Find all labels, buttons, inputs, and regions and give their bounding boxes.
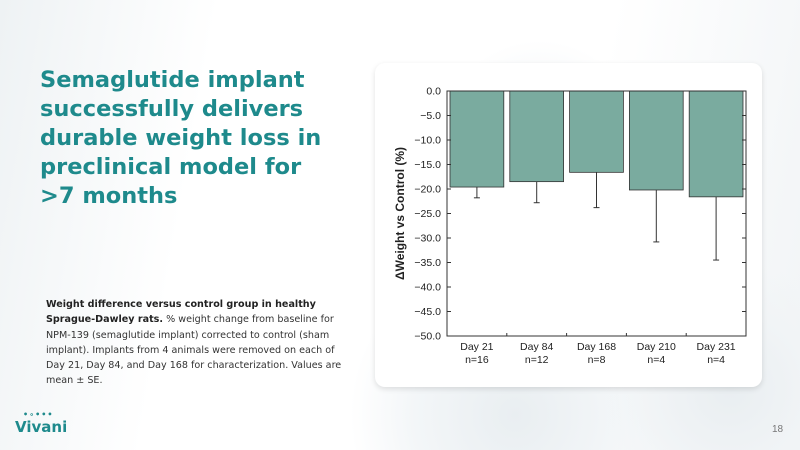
y-tick-label: −30.0 [414,233,441,245]
figure-caption: Weight difference versus control group i… [46,297,346,389]
x-tick-sublabel: n=4 [707,354,725,366]
x-tick-sublabel: n=8 [588,354,606,366]
x-tick-sublabel: n=12 [525,354,549,366]
bar [688,90,744,198]
page-number: 18 [772,424,784,435]
bar [628,90,684,191]
y-axis-label: ΔWeight vs Control (%) [393,147,407,280]
y-tick-label: −45.0 [414,306,441,318]
y-tick-label: −40.0 [414,282,441,294]
bar [569,90,624,173]
x-tick-sublabel: n=4 [647,354,665,366]
x-tick-label: Day 21 [460,341,493,353]
caption-bold: Weight difference versus control group i… [46,299,316,326]
vivani-logo: •∘••• Vivani [15,410,68,436]
y-tick-label: 0.0 [426,86,441,98]
x-tick-label: Day 84 [520,341,553,353]
x-tick-label: Day 231 [697,341,736,353]
chart-card: Day 21 n=16 Day 84 n=12 Day 168 n=8 Day 210 n=4… [375,63,762,387]
bar [449,90,505,188]
logo-dots: •∘••• [23,410,54,419]
x-tick-label: Day 168 [577,341,616,353]
y-tick-label: −20.0 [414,184,441,196]
x-tick-sublabel: n=16 [465,354,489,366]
y-tick-label: −25.0 [414,208,441,220]
y-tick-label: −15.0 [414,159,441,171]
x-tick-label: Day 210 [637,341,676,353]
caption-text: % weight change from baseline for NPM-13… [46,314,342,387]
y-tick-label: −10.0 [414,135,441,147]
logo-text: Vivani [15,418,68,436]
slide-title: Semaglutide implant successfully deliver… [40,67,322,209]
y-tick-label: −5.0 [420,110,441,122]
bar [509,90,565,183]
y-tick-label: −35.0 [414,257,441,269]
y-tick-label: −50.0 [414,331,441,343]
